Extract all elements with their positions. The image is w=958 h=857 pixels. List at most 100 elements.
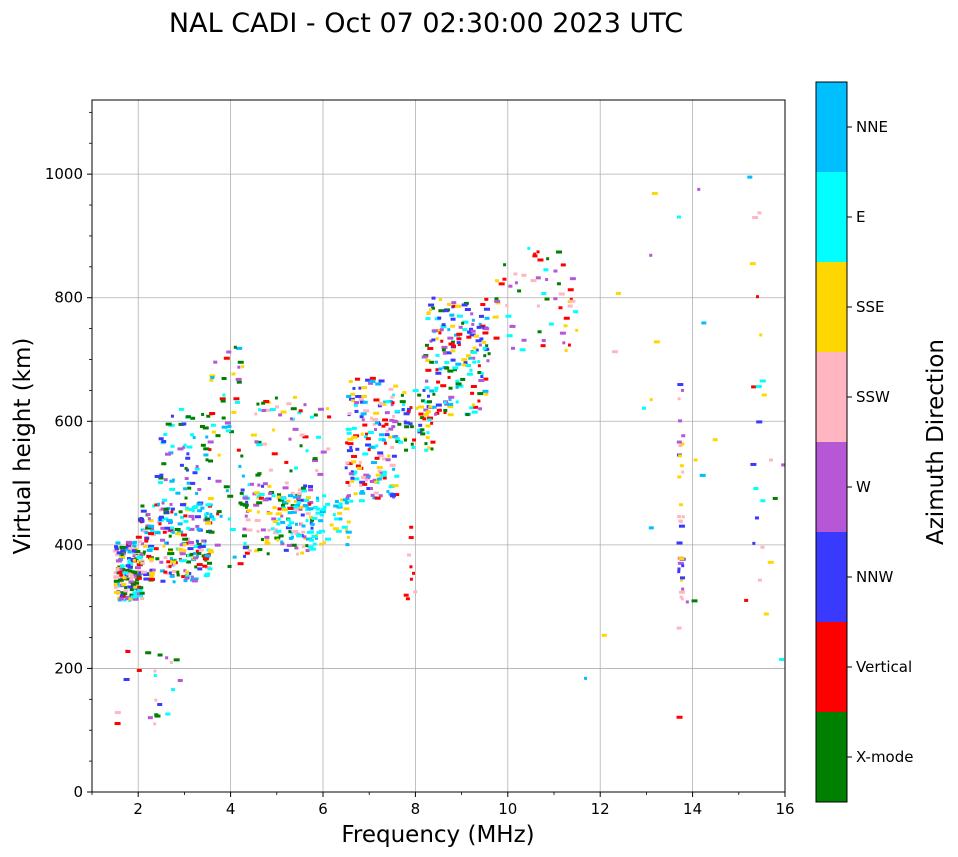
echo-point (345, 441, 349, 445)
echo-point (271, 517, 277, 521)
echo-point (157, 502, 161, 506)
echo-point (319, 513, 324, 517)
echo-point (148, 544, 155, 548)
echo-point (300, 522, 304, 526)
echo-point (280, 503, 285, 507)
echo-point (301, 524, 306, 528)
colorbar: X-mode Vertical NNW W SSW SSE E NNE (815, 81, 913, 803)
echo-point (678, 503, 683, 507)
echo-point (211, 517, 216, 521)
echo-point (417, 430, 423, 434)
echo-point (354, 377, 360, 381)
echo-point (278, 413, 283, 417)
echo-point (768, 458, 773, 462)
echo-point (351, 399, 356, 403)
echo-point (431, 296, 436, 300)
echo-point (153, 722, 157, 726)
echo-point (125, 564, 131, 568)
echo-point (301, 530, 306, 534)
echo-point (681, 564, 685, 568)
echo-point (305, 519, 309, 523)
echo-point (269, 408, 276, 412)
x-tick-label: 12 (591, 800, 610, 818)
echo-point (272, 506, 277, 510)
echo-point (124, 586, 128, 590)
echo-point (300, 551, 305, 555)
echo-point (676, 215, 681, 219)
echo-point (290, 491, 295, 495)
echo-point (170, 510, 174, 514)
echo-point (282, 486, 289, 490)
echo-point (394, 493, 400, 497)
x-tick-label: 4 (226, 800, 236, 818)
echo-point (479, 337, 484, 341)
echo-point (427, 446, 431, 450)
echo-point (353, 477, 360, 481)
echo-point (425, 368, 432, 372)
echo-point (398, 440, 404, 444)
echo-point (427, 418, 432, 422)
echo-point (701, 321, 707, 325)
echo-point (475, 348, 479, 352)
echo-point (388, 387, 394, 391)
echo-point (349, 499, 354, 503)
echo-point (257, 548, 263, 552)
echo-point (183, 519, 189, 523)
colorbar-category-label: NNW (856, 568, 893, 586)
echo-point (115, 541, 121, 545)
echo-point (466, 335, 472, 339)
echo-point (680, 388, 684, 392)
echo-point (117, 578, 124, 582)
echo-point (345, 530, 352, 534)
echo-point (174, 527, 181, 531)
echo-point (325, 537, 332, 541)
echo-point (197, 488, 202, 492)
echo-point (417, 405, 424, 409)
echo-point (350, 392, 356, 396)
echo-point (455, 379, 460, 383)
echo-point (193, 505, 199, 509)
echo-point (184, 576, 189, 580)
echo-point (558, 292, 565, 296)
echo-point (423, 413, 429, 417)
echo-point (305, 544, 309, 548)
echo-point (161, 501, 165, 505)
echo-point (286, 518, 291, 522)
echo-point (172, 580, 176, 584)
echo-point (462, 320, 469, 324)
echo-point (132, 544, 137, 548)
echo-point (359, 415, 364, 419)
echo-point (399, 400, 406, 404)
echo-point (170, 688, 175, 692)
echo-point (359, 483, 363, 487)
echo-point (407, 553, 412, 557)
echo-point (179, 463, 184, 467)
echo-point (114, 722, 121, 726)
echo-point (299, 444, 303, 448)
echo-point (178, 550, 184, 554)
echo-point (312, 542, 317, 546)
echo-point (388, 427, 394, 431)
echo-point (132, 597, 139, 601)
echo-point (235, 377, 242, 381)
echo-point (292, 395, 297, 399)
echo-point (404, 425, 410, 429)
echo-point (296, 497, 301, 501)
echo-point (472, 346, 477, 350)
echo-point (127, 569, 133, 573)
echo-point (322, 505, 327, 509)
echo-point (220, 399, 226, 403)
echo-point (161, 462, 167, 466)
echo-point (277, 517, 281, 521)
echo-point (164, 452, 171, 456)
echo-point (506, 334, 513, 338)
echo-point (188, 543, 195, 547)
echo-point (567, 343, 571, 347)
echo-point (148, 557, 154, 561)
echo-point (373, 398, 380, 402)
echo-point (198, 548, 204, 552)
echo-point (484, 316, 490, 320)
echo-point (125, 547, 130, 551)
echo-point (428, 405, 433, 409)
echo-point (477, 371, 482, 375)
